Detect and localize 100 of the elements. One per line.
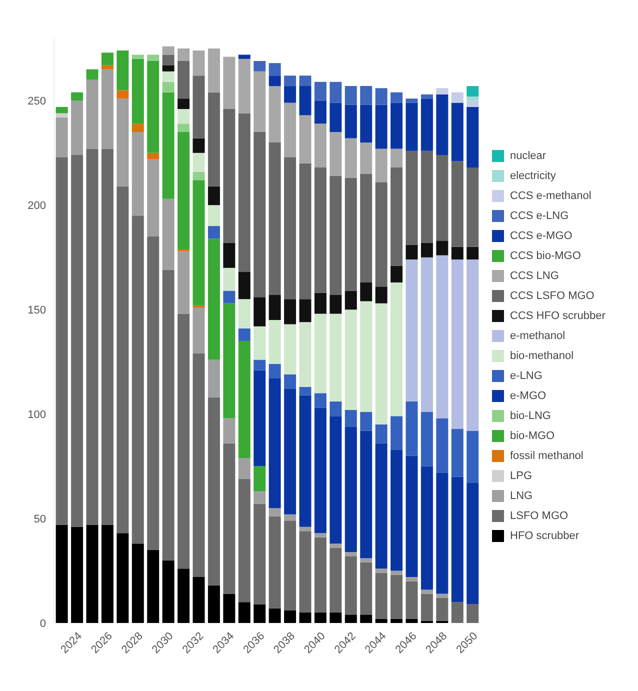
- legend-label: electricity: [510, 170, 556, 182]
- bar: [268, 320, 281, 364]
- bar: [330, 402, 342, 416]
- bar: [330, 294, 342, 314]
- bar: [390, 168, 403, 266]
- bar: [147, 550, 160, 623]
- bar: [344, 86, 357, 105]
- bar: [147, 60, 160, 153]
- bar: [314, 612, 326, 623]
- bar: [254, 491, 266, 504]
- bar: [406, 577, 418, 582]
- bar: [420, 94, 433, 99]
- bar: [254, 604, 266, 623]
- bar: [238, 328, 250, 341]
- bar: [436, 472, 448, 594]
- bar: [390, 416, 403, 450]
- bar: [223, 290, 236, 304]
- bar: [284, 389, 296, 514]
- bar: [314, 314, 326, 394]
- legend-label: HFO scrubber: [510, 530, 580, 542]
- bar: [254, 132, 266, 298]
- bar: [238, 340, 250, 458]
- bar: [314, 408, 326, 534]
- bar: [330, 416, 342, 544]
- bar: [390, 266, 403, 282]
- bar: [284, 86, 296, 103]
- bar: [178, 251, 190, 314]
- bar: [420, 590, 433, 594]
- bar: [162, 65, 174, 72]
- bar: [466, 604, 479, 623]
- bar: [375, 104, 388, 149]
- bar: [314, 292, 326, 314]
- bar: [238, 602, 250, 623]
- bar: [299, 531, 312, 613]
- y-tick-label: 150: [28, 304, 46, 317]
- bar: [192, 152, 205, 172]
- bar: [299, 115, 312, 164]
- bar: [192, 353, 205, 578]
- bar: [299, 86, 312, 116]
- bar: [420, 242, 433, 258]
- bar: [406, 98, 418, 103]
- legend-label: e-methanol: [510, 330, 566, 342]
- bar: [314, 82, 326, 101]
- bar: [360, 142, 372, 174]
- bar: [420, 150, 433, 243]
- bar: [360, 430, 372, 558]
- bar: [178, 314, 190, 569]
- bar: [223, 109, 236, 243]
- bar: [406, 102, 418, 151]
- bar: [466, 430, 479, 484]
- bar: [360, 86, 372, 105]
- y-tick-label: 50: [34, 513, 46, 526]
- bar: [254, 297, 266, 326]
- bar: [451, 602, 464, 623]
- bar: [86, 148, 98, 525]
- bar: [254, 71, 266, 132]
- bar: [268, 516, 281, 608]
- bar: [420, 412, 433, 466]
- bar: [466, 86, 479, 96]
- bar: [436, 598, 448, 621]
- bar: [420, 98, 433, 151]
- bar: [314, 537, 326, 613]
- bar: [238, 458, 250, 479]
- bar: [344, 138, 357, 178]
- bar: [254, 360, 266, 370]
- bar: [314, 100, 326, 124]
- bar: [451, 259, 464, 429]
- bar: [406, 456, 418, 578]
- bar: [192, 172, 205, 180]
- bar: [330, 548, 342, 613]
- bar: [314, 124, 326, 168]
- bar: [451, 246, 464, 260]
- bar: [284, 102, 296, 158]
- bar: [451, 476, 464, 602]
- bar: [344, 178, 357, 291]
- bar: [299, 386, 312, 396]
- legend-label: CCS LSFO MGO: [510, 290, 594, 302]
- bar: [132, 132, 144, 216]
- legend-label: CCS HFO scrubber: [510, 310, 606, 322]
- bar: [208, 585, 220, 623]
- bar: [116, 90, 129, 99]
- bar: [238, 54, 250, 59]
- bar: [116, 186, 129, 534]
- bar: [436, 418, 448, 473]
- bar: [451, 102, 464, 162]
- bar: [268, 508, 281, 516]
- bar: [223, 303, 236, 418]
- bar: [436, 255, 448, 418]
- bar: [71, 155, 84, 527]
- bar: [192, 138, 205, 153]
- bar: [284, 157, 296, 300]
- bar: [254, 504, 266, 604]
- bar: [284, 374, 296, 389]
- legend-label: CCS e-LNG: [510, 210, 569, 222]
- bar: [284, 76, 296, 86]
- bar: [56, 106, 68, 114]
- bar: [375, 182, 388, 287]
- bar: [268, 294, 281, 320]
- bar: [330, 314, 342, 402]
- bar: [223, 242, 236, 268]
